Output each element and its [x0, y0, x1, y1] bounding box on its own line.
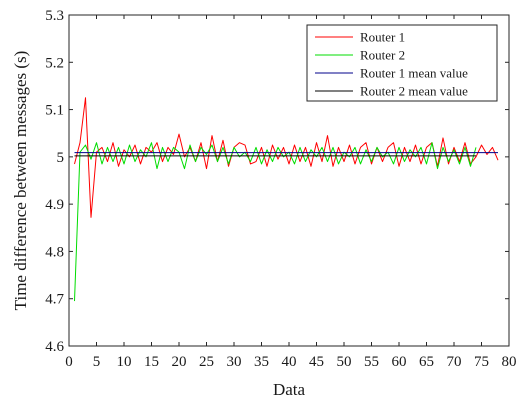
y-tick-label: 5.3 [45, 8, 64, 24]
x-axis-label: Data [273, 380, 306, 399]
x-tick-label: 15 [144, 354, 159, 370]
x-tick-label: 20 [172, 354, 187, 370]
legend: Router 1 Router 2 Router 1 mean value Route… [306, 24, 498, 102]
y-axis-label: Time difference between messages (s) [11, 51, 30, 311]
x-tick-label: 40 [282, 354, 297, 370]
x-tick-label: 75 [474, 354, 489, 370]
x-tick-label: 35 [254, 354, 269, 370]
x-tick-label: 65 [419, 354, 434, 370]
series-layer [74, 97, 499, 302]
axis-ticks: 0 5 10 15 20 25 30 35 40 45 50 55 60 65 70 75 80 4.6 4.7 4.… [45, 8, 516, 370]
x-tick-label: 70 [447, 354, 462, 370]
legend-entry-label: Router 2 mean value [360, 84, 468, 99]
legend-entry-label: Router 1 [360, 30, 405, 45]
series-line-router-2 [74, 142, 477, 302]
x-tick-label: 25 [199, 354, 214, 370]
y-tick-label: 5.1 [45, 103, 64, 119]
y-tick-label: 4.6 [45, 339, 64, 355]
x-tick-label: 45 [309, 354, 324, 370]
x-tick-label: 0 [65, 354, 73, 370]
y-tick-label: 5 [57, 150, 65, 166]
y-tick-label: 4.7 [45, 292, 64, 308]
x-tick-label: 10 [117, 354, 132, 370]
y-tick-label: 4.8 [45, 244, 64, 260]
legend-entry-label: Router 1 mean value [360, 66, 468, 81]
x-tick-label: 5 [93, 354, 101, 370]
x-tick-label: 80 [502, 354, 517, 370]
x-tick-label: 55 [364, 354, 379, 370]
legend-box [306, 24, 498, 102]
y-tick-label: 5.2 [45, 55, 64, 71]
x-tick-label: 50 [337, 354, 352, 370]
legend-entry-label: Router 2 [360, 48, 405, 63]
x-tick-label: 60 [392, 354, 407, 370]
y-tick-label: 4.9 [45, 197, 64, 213]
x-tick-label: 30 [227, 354, 242, 370]
